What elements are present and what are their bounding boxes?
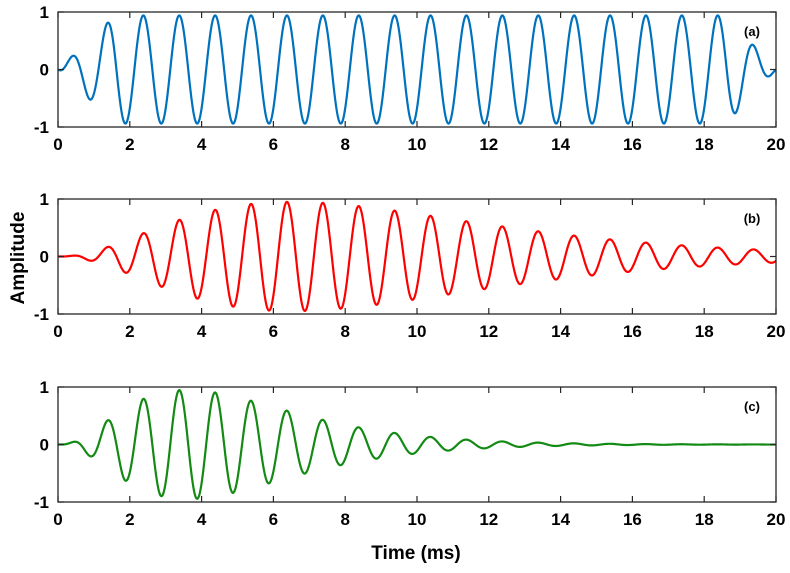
x-tick-label-2-5: 10	[408, 322, 427, 341]
y-axis-label: Amplitude	[8, 212, 29, 305]
x-tick-label-2-7: 14	[551, 322, 570, 341]
x-tick-label-2-2: 4	[197, 322, 207, 341]
x-tick-label-1-5: 10	[408, 135, 427, 154]
series-line-3	[58, 389, 777, 500]
x-tick-label-3-7: 14	[551, 510, 570, 529]
y-tick-label-1-0: -1	[34, 118, 49, 137]
chart-panel-2: 0 2 4 6 8 10 12 14 16 18 20-101(b)	[34, 190, 786, 341]
y-tick-label-3-2: 1	[40, 378, 49, 397]
y-tick-label-3-0: -1	[34, 493, 49, 512]
y-tick-label-1-1: 0	[40, 61, 49, 80]
y-tick-label-2-0: -1	[34, 305, 49, 324]
x-tick-label-3-8: 16	[623, 510, 642, 529]
y-tick-label-3-1: 0	[40, 436, 49, 455]
x-tick-label-3-3: 6	[269, 510, 278, 529]
panel-label-1: (a)	[744, 24, 760, 39]
x-tick-label-2-10: 20	[767, 322, 786, 341]
panel-label-3: (c)	[744, 399, 760, 414]
chart-panel-3: 0 2 4 6 8 10 12 14 16 18 20-101(c)	[34, 378, 786, 529]
x-tick-label-2-0: 0	[53, 322, 62, 341]
x-tick-label-1-8: 16	[623, 135, 642, 154]
x-tick-label-3-1: 2	[125, 510, 134, 529]
x-tick-label-3-0: 0	[53, 510, 62, 529]
x-tick-label-1-6: 12	[479, 135, 498, 154]
x-tick-label-3-10: 20	[767, 510, 786, 529]
x-tick-label-3-6: 12	[479, 510, 498, 529]
x-tick-label-1-3: 6	[269, 135, 278, 154]
x-tick-label-2-3: 6	[269, 322, 278, 341]
x-tick-label-2-6: 12	[479, 322, 498, 341]
x-tick-label-2-9: 18	[695, 322, 714, 341]
x-tick-label-2-8: 16	[623, 322, 642, 341]
x-axis-label: Time (ms)	[371, 543, 460, 564]
x-tick-label-2-4: 8	[340, 322, 349, 341]
x-tick-label-3-5: 10	[408, 510, 427, 529]
x-tick-label-1-1: 2	[125, 135, 134, 154]
y-tick-label-2-1: 0	[40, 248, 49, 267]
x-tick-label-1-4: 8	[340, 135, 349, 154]
series-line-2	[58, 200, 777, 313]
x-tick-label-1-0: 0	[53, 135, 62, 154]
series-line-1	[57, 14, 777, 125]
x-tick-label-1-2: 4	[197, 135, 207, 154]
x-tick-label-1-9: 18	[695, 135, 714, 154]
chart-panel-1: 0 2 4 6 8 10 12 14 16 18 20-101(a)	[34, 3, 786, 154]
axes-frame-2	[57, 198, 777, 315]
x-tick-label-1-7: 14	[551, 135, 570, 154]
panel-label-2: (b)	[744, 211, 761, 226]
x-tick-label-2-1: 2	[125, 322, 134, 341]
x-tick-label-3-9: 18	[695, 510, 714, 529]
x-tick-label-3-4: 8	[340, 510, 349, 529]
x-tick-label-1-10: 20	[767, 135, 786, 154]
y-tick-label-1-2: 1	[40, 3, 49, 22]
y-tick-label-2-2: 1	[40, 190, 49, 209]
x-tick-label-3-2: 4	[197, 510, 207, 529]
